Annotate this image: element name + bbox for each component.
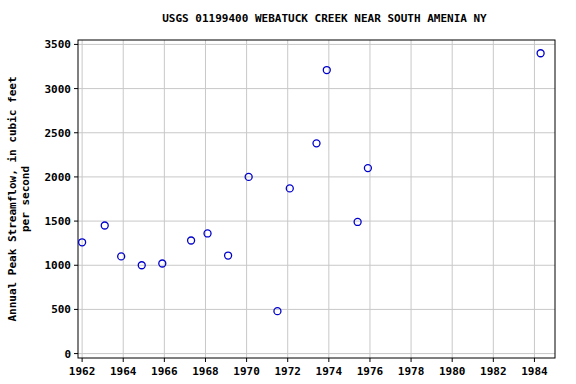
y-tick [74, 44, 78, 45]
x-tick [82, 358, 83, 362]
y-grid-line [78, 176, 555, 177]
y-tick [74, 309, 78, 310]
x-tick [411, 358, 412, 362]
y-tick [74, 132, 78, 133]
point [245, 173, 252, 180]
x-tick-label: 1970 [233, 365, 260, 378]
x-grid-line [411, 40, 412, 358]
x-tick [493, 358, 494, 362]
point [79, 239, 86, 246]
point [188, 237, 195, 244]
x-tick [205, 358, 206, 362]
x-tick [328, 358, 329, 362]
x-tick-label: 1974 [316, 365, 343, 378]
y-tick-label: 2000 [45, 171, 72, 184]
y-grid-line [78, 44, 555, 45]
y-tick [74, 88, 78, 89]
x-grid-line [452, 40, 453, 358]
chart: USGS 01199400 WEBATUCK CREEK NEAR SOUTH … [0, 0, 576, 384]
y-tick-label: 500 [51, 303, 71, 316]
grid [78, 40, 555, 358]
x-tick-label: 1976 [357, 365, 384, 378]
point [313, 140, 320, 147]
x-grid-line [493, 40, 494, 358]
y-axis-label: Annual Peak Streamflow, in cubic feetper… [6, 76, 32, 321]
title: USGS 01199400 WEBATUCK CREEK NEAR SOUTH … [162, 12, 487, 25]
x-tick [534, 358, 535, 362]
x-tick [164, 358, 165, 362]
y-grid-line [78, 309, 555, 310]
point [101, 222, 108, 229]
x-tick-label: 1984 [521, 365, 548, 378]
x-grid-line [164, 40, 165, 358]
x-tick-label: 1980 [439, 365, 466, 378]
x-tick [369, 358, 370, 362]
x-tick [452, 358, 453, 362]
background [0, 0, 576, 384]
y-grid-line [78, 265, 555, 266]
plot-frame [78, 40, 555, 358]
y-label-line: Annual Peak Streamflow, in cubic feet [6, 76, 19, 321]
x-tick [246, 358, 247, 362]
y-tick [74, 353, 78, 354]
y-tick [74, 221, 78, 222]
x-grid-line [82, 40, 83, 358]
point [274, 308, 281, 315]
y-tick-label: 1500 [45, 215, 72, 228]
x-grid-line [287, 40, 288, 358]
x-tick-label: 1972 [274, 365, 301, 378]
x-tick-label: 1968 [192, 365, 219, 378]
point [138, 262, 145, 269]
point [364, 165, 371, 172]
point [354, 218, 361, 225]
y-tick-label: 0 [64, 348, 71, 361]
point [286, 185, 293, 192]
point [323, 67, 330, 74]
y-label-line: per second [19, 166, 32, 232]
y-tick-label: 3500 [45, 38, 72, 51]
point [159, 260, 166, 267]
point [537, 50, 544, 57]
x-grid-line [246, 40, 247, 358]
x-tick-label: 1962 [69, 365, 96, 378]
x-grid-line [205, 40, 206, 358]
point [225, 252, 232, 259]
x-grid-line [123, 40, 124, 358]
x-tick-label: 1982 [480, 365, 507, 378]
y-grid-line [78, 221, 555, 222]
y-tick [74, 176, 78, 177]
x-tick-label: 1964 [110, 365, 137, 378]
y-tick-label: 2500 [45, 127, 72, 140]
x-tick-label: 1978 [398, 365, 425, 378]
y-grid-line [78, 132, 555, 133]
y-tick-label: 1000 [45, 259, 72, 272]
y-tick-label: 3000 [45, 83, 72, 96]
y-tick [74, 265, 78, 266]
point [118, 253, 125, 260]
y-grid-line [78, 88, 555, 89]
x-tick [123, 358, 124, 362]
x-grid-line [534, 40, 535, 358]
x-tick [287, 358, 288, 362]
points [79, 50, 544, 315]
y-grid-line [78, 353, 555, 354]
x-tick-label: 1966 [151, 365, 178, 378]
x-grid-line [328, 40, 329, 358]
x-grid-line [369, 40, 370, 358]
point [204, 230, 211, 237]
